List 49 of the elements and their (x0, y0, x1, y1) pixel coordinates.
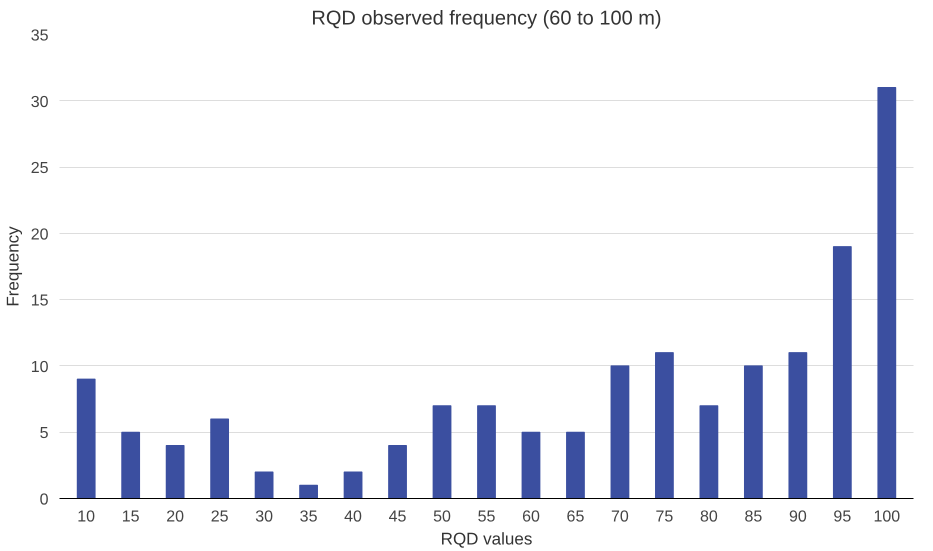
chart-title: RQD observed frequency (60 to 100 m) (311, 8, 662, 30)
y-tick-label: 30 (30, 94, 49, 111)
x-tick-label: 70 (611, 508, 629, 526)
bar (76, 378, 96, 498)
x-tick-label: 75 (656, 508, 674, 526)
x-tick-label: 30 (255, 508, 274, 526)
y-tick-label: 15 (30, 292, 49, 310)
y-tick-label: 20 (30, 226, 49, 244)
x-tick-label: 15 (122, 508, 140, 526)
x-tick-label: 35 (300, 508, 318, 526)
bar (432, 405, 452, 498)
bar (655, 352, 674, 498)
y-tick-label: 35 (30, 28, 49, 44)
bar (832, 246, 852, 498)
bar (700, 405, 718, 498)
bar (388, 444, 407, 498)
x-tick-label: 65 (566, 508, 584, 526)
y-tick-label: 25 (30, 160, 49, 178)
x-tick-label: 45 (388, 508, 407, 526)
bar (299, 484, 318, 498)
bar (166, 444, 185, 498)
x-tick-label: 20 (166, 508, 184, 526)
bar (477, 405, 496, 498)
bar (522, 432, 540, 498)
y-tick-label: 10 (30, 358, 49, 376)
x-tick-label: 10 (77, 508, 96, 526)
x-tick-label: 100 (873, 508, 900, 526)
y-tick-label: 5 (40, 425, 49, 442)
x-tick-label: 85 (744, 508, 762, 526)
x-tick-label: 50 (433, 508, 452, 526)
y-tick-label: 0 (40, 492, 49, 508)
bar (121, 432, 140, 498)
x-tick-label: 60 (522, 508, 540, 526)
x-tick-label: 55 (478, 508, 496, 526)
x-tick-label: 80 (700, 508, 718, 526)
x-tick-label: 90 (788, 508, 807, 526)
bar (566, 432, 585, 498)
x-axis-title: RQD values (440, 530, 532, 548)
bar (788, 352, 808, 498)
bar (610, 365, 630, 498)
x-tick-label: 95 (833, 508, 852, 526)
bar (254, 471, 274, 498)
bar (877, 87, 896, 498)
bar (210, 418, 230, 498)
x-tick-label: 25 (210, 508, 229, 526)
y-axis-title: Frequency (4, 226, 23, 307)
x-tick-label: 40 (344, 508, 362, 526)
bar (744, 365, 763, 498)
bar (344, 471, 362, 498)
